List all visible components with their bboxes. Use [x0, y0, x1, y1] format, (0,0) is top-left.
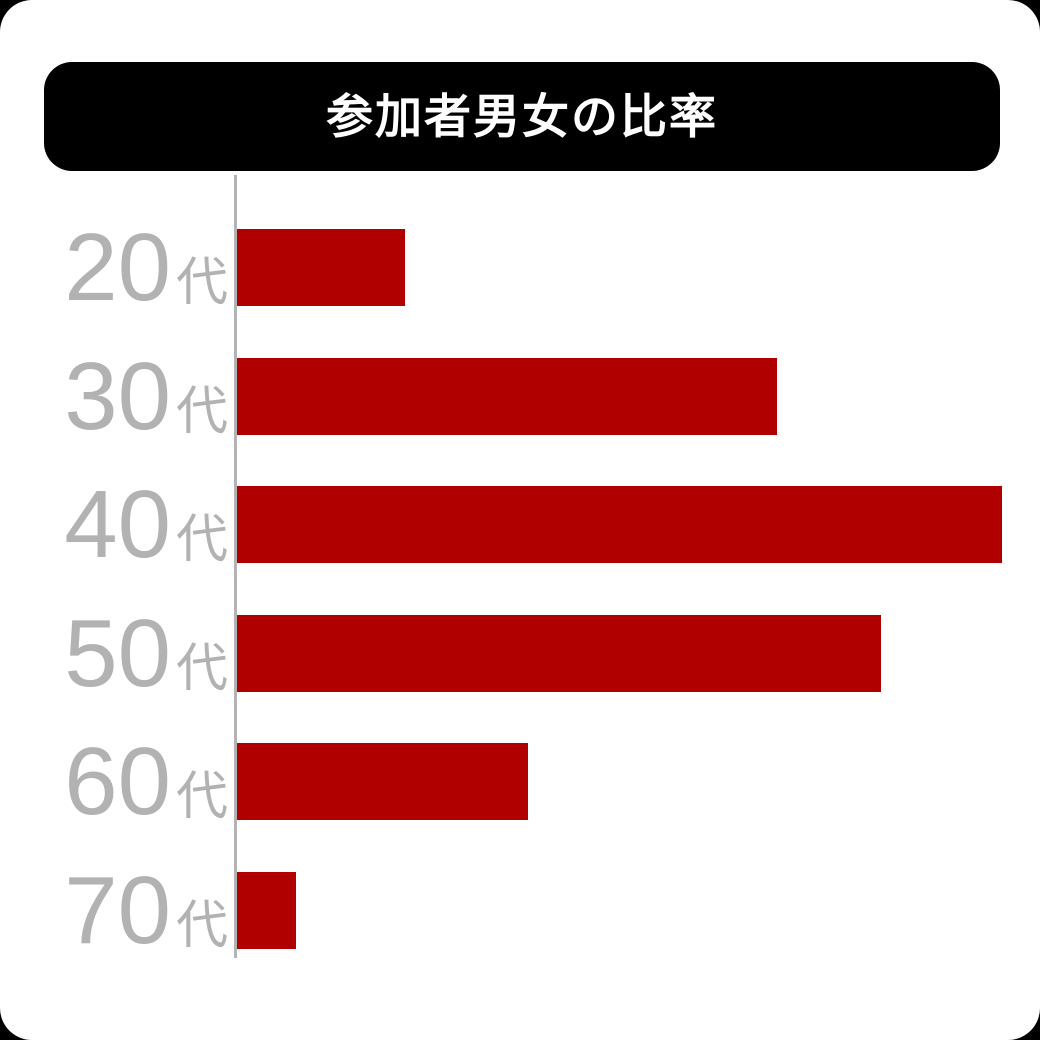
category-suffix: 代 [175, 382, 228, 441]
category-number: 20 [64, 213, 171, 321]
category-label: 40代 [40, 476, 228, 572]
category-label-text: 50代 [64, 605, 228, 702]
category-label-text: 70代 [64, 862, 228, 959]
chart-title-banner: 参加者男女の比率 [44, 62, 1000, 171]
category-suffix: 代 [175, 510, 228, 569]
chart-title: 参加者男女の比率 [326, 90, 718, 143]
category-number: 50 [64, 599, 171, 707]
bar-70代 [237, 872, 296, 949]
category-suffix: 代 [175, 639, 228, 698]
category-label: 30代 [40, 348, 228, 444]
bar-40代 [237, 486, 1002, 563]
bar-50代 [237, 615, 881, 692]
bar-20代 [237, 229, 405, 306]
category-number: 60 [64, 727, 171, 835]
category-label: 20代 [40, 219, 228, 315]
category-number: 30 [64, 342, 171, 450]
category-label: 70代 [40, 862, 228, 958]
category-label-text: 40代 [64, 476, 228, 573]
category-suffix: 代 [175, 253, 228, 312]
category-suffix: 代 [175, 896, 228, 955]
category-label: 50代 [40, 605, 228, 701]
category-label-text: 20代 [64, 219, 228, 316]
category-label: 60代 [40, 733, 228, 829]
bar-60代 [237, 743, 528, 820]
category-suffix: 代 [175, 767, 228, 826]
bar-30代 [237, 358, 777, 435]
category-label-text: 30代 [64, 348, 228, 445]
y-axis-line [234, 175, 237, 958]
category-number: 70 [64, 856, 171, 964]
category-label-text: 60代 [64, 733, 228, 830]
category-number: 40 [64, 470, 171, 578]
